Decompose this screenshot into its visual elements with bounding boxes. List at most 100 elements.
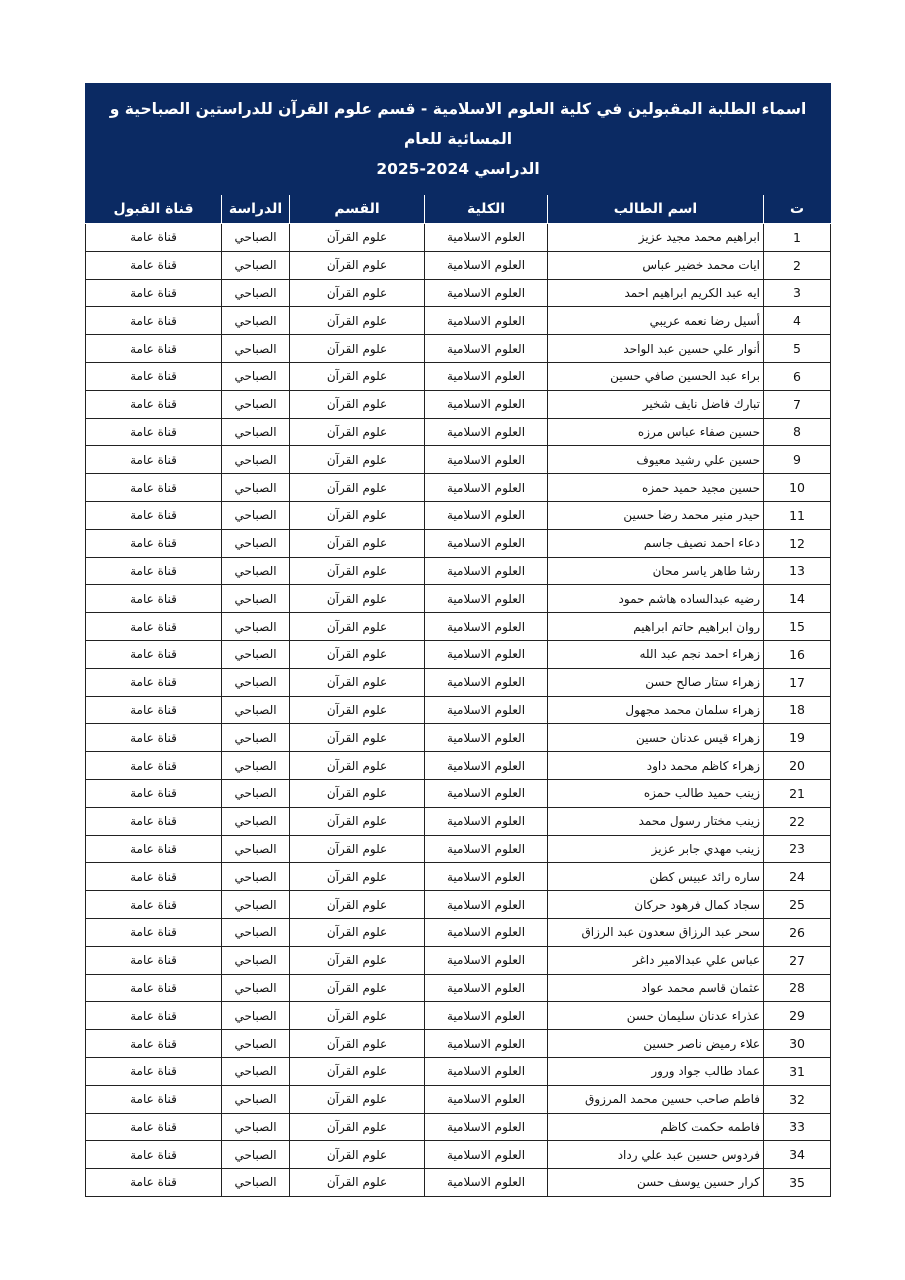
table-row: 33 فاطمه حكمت كاظم العلوم الاسلامية علوم ال… (84, 1112, 832, 1142)
cell-channel: قناة عامة (84, 695, 223, 725)
cell-name: زينب مهدي جابر عزيز (547, 834, 765, 864)
cell-department: علوم القرآن (289, 306, 426, 336)
title-line-2: الدراسي 2024-2025 (376, 160, 540, 178)
table-row: 7 تبارك فاضل نايف شخير العلوم الاسلامية علو… (84, 389, 832, 419)
cell-department: علوم القرآن (289, 1084, 426, 1114)
cell-name: كرار حسين يوسف حسن (547, 1168, 765, 1197)
cell-name: حسين صفاء عباس مرزه (547, 417, 765, 447)
cell-department: علوم القرآن (289, 612, 426, 641)
cell-channel: قناة عامة (84, 723, 223, 753)
cell-study: الصباحي (221, 834, 291, 864)
cell-num: 23 (763, 834, 832, 864)
table-row: 5 أنوار علي حسين عبد الواحد العلوم الاسلام… (84, 334, 832, 363)
cell-num: 14 (763, 584, 832, 614)
cell-channel: قناة عامة (84, 862, 223, 892)
table-row: 21 زينب حميد طالب حمزه العلوم الاسلامية علو… (84, 778, 832, 808)
cell-study: الصباحي (221, 667, 291, 697)
cell-college: العلوم الاسلامية (424, 528, 549, 558)
cell-department: علوم القرآن (289, 278, 426, 308)
cell-study: الصباحي (221, 1140, 291, 1170)
cell-name: عذراء عدنان سليمان حسن (547, 1001, 765, 1031)
table-row: 28 عثمان قاسم محمد عواد العلوم الاسلامية عل… (84, 973, 832, 1003)
cell-study: الصباحي (221, 612, 291, 641)
cell-name: أسيل رضا نعمه عريبي (547, 306, 765, 336)
table-row: 3 ايه عبد الكريم ابراهيم احمد العلوم الاسل… (84, 278, 832, 308)
document-title: اسماء الطلبة المقبولين في كلية العلوم ال… (84, 83, 832, 195)
cell-num: 17 (763, 667, 832, 697)
cell-department: علوم القرآن (289, 1168, 426, 1197)
cell-study: الصباحي (221, 1056, 291, 1086)
cell-channel: قناة عامة (84, 890, 223, 919)
cell-channel: قناة عامة (84, 361, 223, 391)
cell-name: عماد طالب جواد ورور (547, 1056, 765, 1086)
cell-study: الصباحي (221, 1001, 291, 1031)
cell-department: علوم القرآن (289, 223, 426, 252)
header-channel: قناة القبول (84, 194, 223, 224)
cell-department: علوم القرآن (289, 528, 426, 558)
cell-channel: قناة عامة (84, 250, 223, 280)
cell-num: 15 (763, 612, 832, 641)
cell-num: 31 (763, 1056, 832, 1086)
cell-channel: قناة عامة (84, 584, 223, 614)
cell-college: العلوم الاسلامية (424, 612, 549, 641)
cell-name: حسين مجيد حميد حمزه (547, 473, 765, 502)
cell-department: علوم القرآن (289, 695, 426, 725)
cell-study: الصباحي (221, 500, 291, 530)
cell-channel: قناة عامة (84, 778, 223, 808)
cell-study: الصباحي (221, 334, 291, 363)
cell-department: علوم القرآن (289, 1056, 426, 1086)
cell-department: علوم القرآن (289, 250, 426, 280)
cell-num: 4 (763, 306, 832, 336)
cell-department: علوم القرآن (289, 834, 426, 864)
cell-college: العلوم الاسلامية (424, 945, 549, 975)
cell-department: علوم القرآن (289, 667, 426, 697)
cell-num: 13 (763, 556, 832, 586)
cell-college: العلوم الاسلامية (424, 389, 549, 419)
cell-num: 32 (763, 1084, 832, 1114)
cell-name: زينب حميد طالب حمزه (547, 778, 765, 808)
cell-channel: قناة عامة (84, 1029, 223, 1058)
cell-name: عباس علي عبدالامير داغر (547, 945, 765, 975)
cell-channel: قناة عامة (84, 973, 223, 1003)
cell-name: فاطم صاحب حسين محمد المرزوق (547, 1084, 765, 1114)
table-row: 35 كرار حسين يوسف حسن العلوم الاسلامية علوم… (84, 1168, 832, 1197)
students-table: اسماء الطلبة المقبولين في كلية العلوم ال… (84, 83, 832, 1197)
cell-num: 9 (763, 445, 832, 475)
cell-name: حسين علي رشيد معيوف (547, 445, 765, 475)
cell-study: الصباحي (221, 389, 291, 419)
cell-channel: قناة عامة (84, 278, 223, 308)
cell-num: 26 (763, 917, 832, 947)
cell-name: تبارك فاضل نايف شخير (547, 389, 765, 419)
cell-channel: قناة عامة (84, 417, 223, 447)
cell-department: علوم القرآن (289, 917, 426, 947)
cell-study: الصباحي (221, 973, 291, 1003)
cell-name: زهراء احمد نجم عبد الله (547, 639, 765, 669)
cell-department: علوم القرآن (289, 778, 426, 808)
table-row: 25 سجاد كمال فرهود حركان العلوم الاسلامية ع… (84, 890, 832, 919)
cell-channel: قناة عامة (84, 500, 223, 530)
cell-department: علوم القرآن (289, 945, 426, 975)
table-row: 30 علاء رميض ناصر حسين العلوم الاسلامية علو… (84, 1029, 832, 1058)
table-row: 9 حسين علي رشيد معيوف العلوم الاسلامية علوم… (84, 445, 832, 475)
cell-college: العلوم الاسلامية (424, 723, 549, 753)
table-row: 13 رشا طاهر ياسر محان العلوم الاسلامية علوم… (84, 556, 832, 586)
cell-department: علوم القرآن (289, 556, 426, 586)
table-row: 2 ايات محمد خضير عباس العلوم الاسلامية علوم… (84, 250, 832, 280)
cell-department: علوم القرآن (289, 473, 426, 502)
table-row: 16 زهراء احمد نجم عبد الله العلوم الاسلامي… (84, 639, 832, 669)
cell-college: العلوم الاسلامية (424, 556, 549, 586)
cell-college: العلوم الاسلامية (424, 1168, 549, 1197)
cell-department: علوم القرآن (289, 389, 426, 419)
cell-study: الصباحي (221, 806, 291, 836)
cell-name: عثمان قاسم محمد عواد (547, 973, 765, 1003)
cell-study: الصباحي (221, 584, 291, 614)
cell-college: العلوم الاسلامية (424, 973, 549, 1003)
table-row: 10 حسين مجيد حميد حمزه العلوم الاسلامية علو… (84, 473, 832, 502)
table-row: 31 عماد طالب جواد ورور العلوم الاسلامية علو… (84, 1056, 832, 1086)
cell-name: زهراء سلمان محمد مجهول (547, 695, 765, 725)
cell-study: الصباحي (221, 278, 291, 308)
table-row: 4 أسيل رضا نعمه عريبي العلوم الاسلامية علوم… (84, 306, 832, 336)
cell-name: سحر عبد الرزاق سعدون عبد الرزاق (547, 917, 765, 947)
table-header-row: ت اسم الطالب الكلية القسم الدراسة قناة ا… (84, 194, 832, 224)
cell-channel: قناة عامة (84, 1001, 223, 1031)
